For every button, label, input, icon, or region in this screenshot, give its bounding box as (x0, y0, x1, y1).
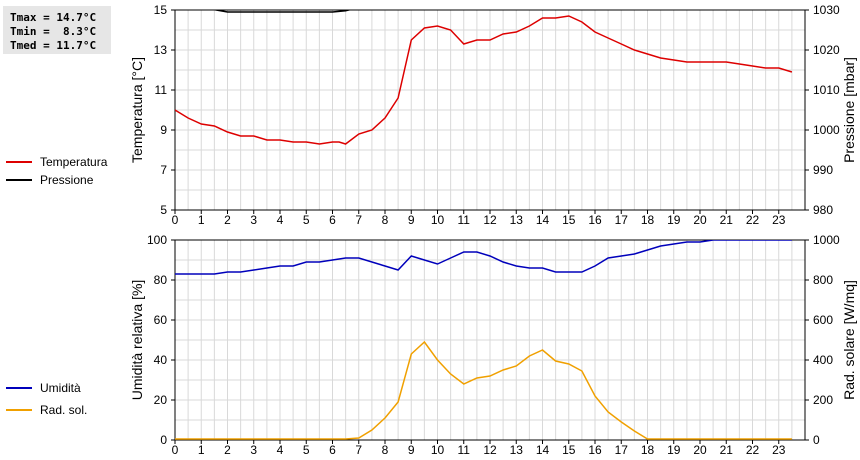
legend-label-temperatura: Temperatura (40, 155, 108, 169)
x-tick-label: 14 (536, 443, 550, 457)
legend-swatch-rad-sol (6, 409, 32, 411)
y-tick-label: 0 (160, 433, 167, 447)
y2-tick-label: 0 (813, 433, 820, 447)
x-tick-label: 16 (588, 443, 602, 457)
y-tick-label: 40 (154, 353, 168, 367)
x-tick-label: 7 (355, 443, 362, 457)
x-tick-label: 18 (641, 213, 655, 227)
legend-swatch-pressione (6, 179, 32, 181)
x-tick-label: 20 (693, 443, 707, 457)
y2-tick-label: 800 (813, 273, 833, 287)
x-tick-label: 4 (277, 443, 284, 457)
y2-tick-label: 1030 (813, 3, 840, 17)
x-tick-label: 11 (458, 443, 471, 457)
series-line-pressione (212, 10, 352, 13)
tmax-stat: Tmax = 14.7°C (10, 11, 97, 24)
x-tick-label: 4 (277, 213, 284, 227)
x-tick-label: 8 (382, 443, 389, 457)
x-tick-label: 8 (382, 213, 389, 227)
x-tick-label: 12 (483, 443, 497, 457)
x-tick-label: 0 (172, 443, 179, 457)
y-axis-label: Umidità relativa [%] (129, 280, 145, 401)
legend-label-pressione: Pressione (40, 173, 94, 187)
x-tick-label: 18 (641, 443, 655, 457)
y2-tick-label: 1000 (813, 233, 840, 247)
x-tick-label: 14 (536, 213, 550, 227)
y2-tick-label: 1000 (813, 123, 840, 137)
x-tick-label: 5 (303, 443, 310, 457)
y2-axis-label: Pressione [mbar] (841, 57, 857, 163)
x-tick-label: 12 (483, 213, 497, 227)
y-tick-label: 5 (160, 203, 167, 217)
x-tick-label: 13 (510, 213, 524, 227)
y-tick-label: 15 (154, 3, 168, 17)
x-tick-label: 22 (746, 443, 760, 457)
x-tick-label: 22 (746, 213, 760, 227)
series-line-rad-sol (175, 340, 792, 440)
x-tick-label: 17 (615, 443, 629, 457)
legend-item-pressione: Pressione (6, 172, 93, 188)
y-tick-label: 9 (160, 123, 167, 137)
y2-tick-label: 1020 (813, 43, 840, 57)
x-tick-label: 3 (250, 443, 257, 457)
chart-0: 0 1 2 3 4 5 6 7 8 9 10 11 12 13 14 15 16 17 18 19 20 21 22 2357… (129, 3, 857, 227)
series-line-temperatura (175, 15, 793, 145)
x-tick-label: 15 (562, 213, 576, 227)
x-tick-label: 19 (667, 443, 681, 457)
x-tick-label: 21 (720, 213, 734, 227)
x-tick-label: 13 (510, 443, 524, 457)
y2-tick-label: 980 (813, 203, 833, 217)
y-tick-label: 11 (155, 83, 168, 97)
y-tick-label: 60 (154, 313, 168, 327)
y-tick-label: 7 (160, 163, 167, 177)
chart-1: 0 1 2 3 4 5 6 7 8 9 10 11 12 13 14 15 16 17 18 19 20 21 22 2302… (129, 233, 857, 457)
tmin-stat: Tmin = 8.3°C (10, 25, 97, 38)
y2-tick-label: 400 (813, 353, 833, 367)
legend-item-temperatura: Temperatura (6, 154, 107, 170)
legend-label-umidita: Umidità (40, 381, 81, 395)
x-tick-label: 20 (693, 213, 707, 227)
y-tick-label: 80 (154, 273, 168, 287)
x-tick-label: 21 (720, 443, 734, 457)
y-axis-label: Temperatura [°C] (129, 57, 145, 163)
x-tick-label: 15 (562, 443, 576, 457)
x-tick-label: 6 (329, 443, 336, 457)
x-tick-label: 6 (329, 213, 336, 227)
legend-swatch-umidita (6, 387, 32, 389)
x-tick-label: 10 (431, 213, 445, 227)
y2-axis-label: Rad. solare [W/mq] (841, 280, 857, 400)
x-tick-label: 9 (408, 213, 415, 227)
x-tick-label: 11 (458, 213, 471, 227)
x-tick-label: 23 (772, 213, 786, 227)
x-tick-label: 2 (224, 443, 231, 457)
y2-tick-label: 1010 (813, 83, 840, 97)
legend-item-rad-sol: Rad. sol. (6, 402, 87, 418)
x-tick-label: 19 (667, 213, 681, 227)
x-tick-label: 16 (588, 213, 602, 227)
y-tick-label: 20 (154, 393, 168, 407)
x-tick-label: 17 (615, 213, 629, 227)
x-tick-label: 2 (224, 213, 231, 227)
y2-tick-label: 990 (813, 163, 833, 177)
x-tick-label: 10 (431, 443, 445, 457)
x-tick-label: 7 (355, 213, 362, 227)
legend-item-umidita: Umidità (6, 380, 81, 396)
x-tick-label: 1 (198, 213, 205, 227)
legend-label-rad-sol: Rad. sol. (40, 403, 88, 417)
tmed-stat: Tmed = 11.7°C (10, 39, 97, 52)
x-tick-label: 1 (198, 443, 205, 457)
y-tick-label: 13 (154, 43, 168, 57)
series-line-umidit (175, 240, 792, 275)
y-tick-label: 100 (147, 233, 167, 247)
x-tick-label: 5 (303, 213, 310, 227)
x-tick-label: 9 (408, 443, 415, 457)
stats-box: Tmax = 14.7°C Tmin = 8.3°C Tmed = 11.7°C (3, 6, 111, 54)
x-tick-label: 3 (250, 213, 257, 227)
y2-tick-label: 600 (813, 313, 833, 327)
legend-swatch-temperatura (6, 161, 32, 163)
y2-tick-label: 200 (813, 393, 833, 407)
x-tick-label: 0 (172, 213, 179, 227)
x-tick-label: 23 (772, 443, 786, 457)
